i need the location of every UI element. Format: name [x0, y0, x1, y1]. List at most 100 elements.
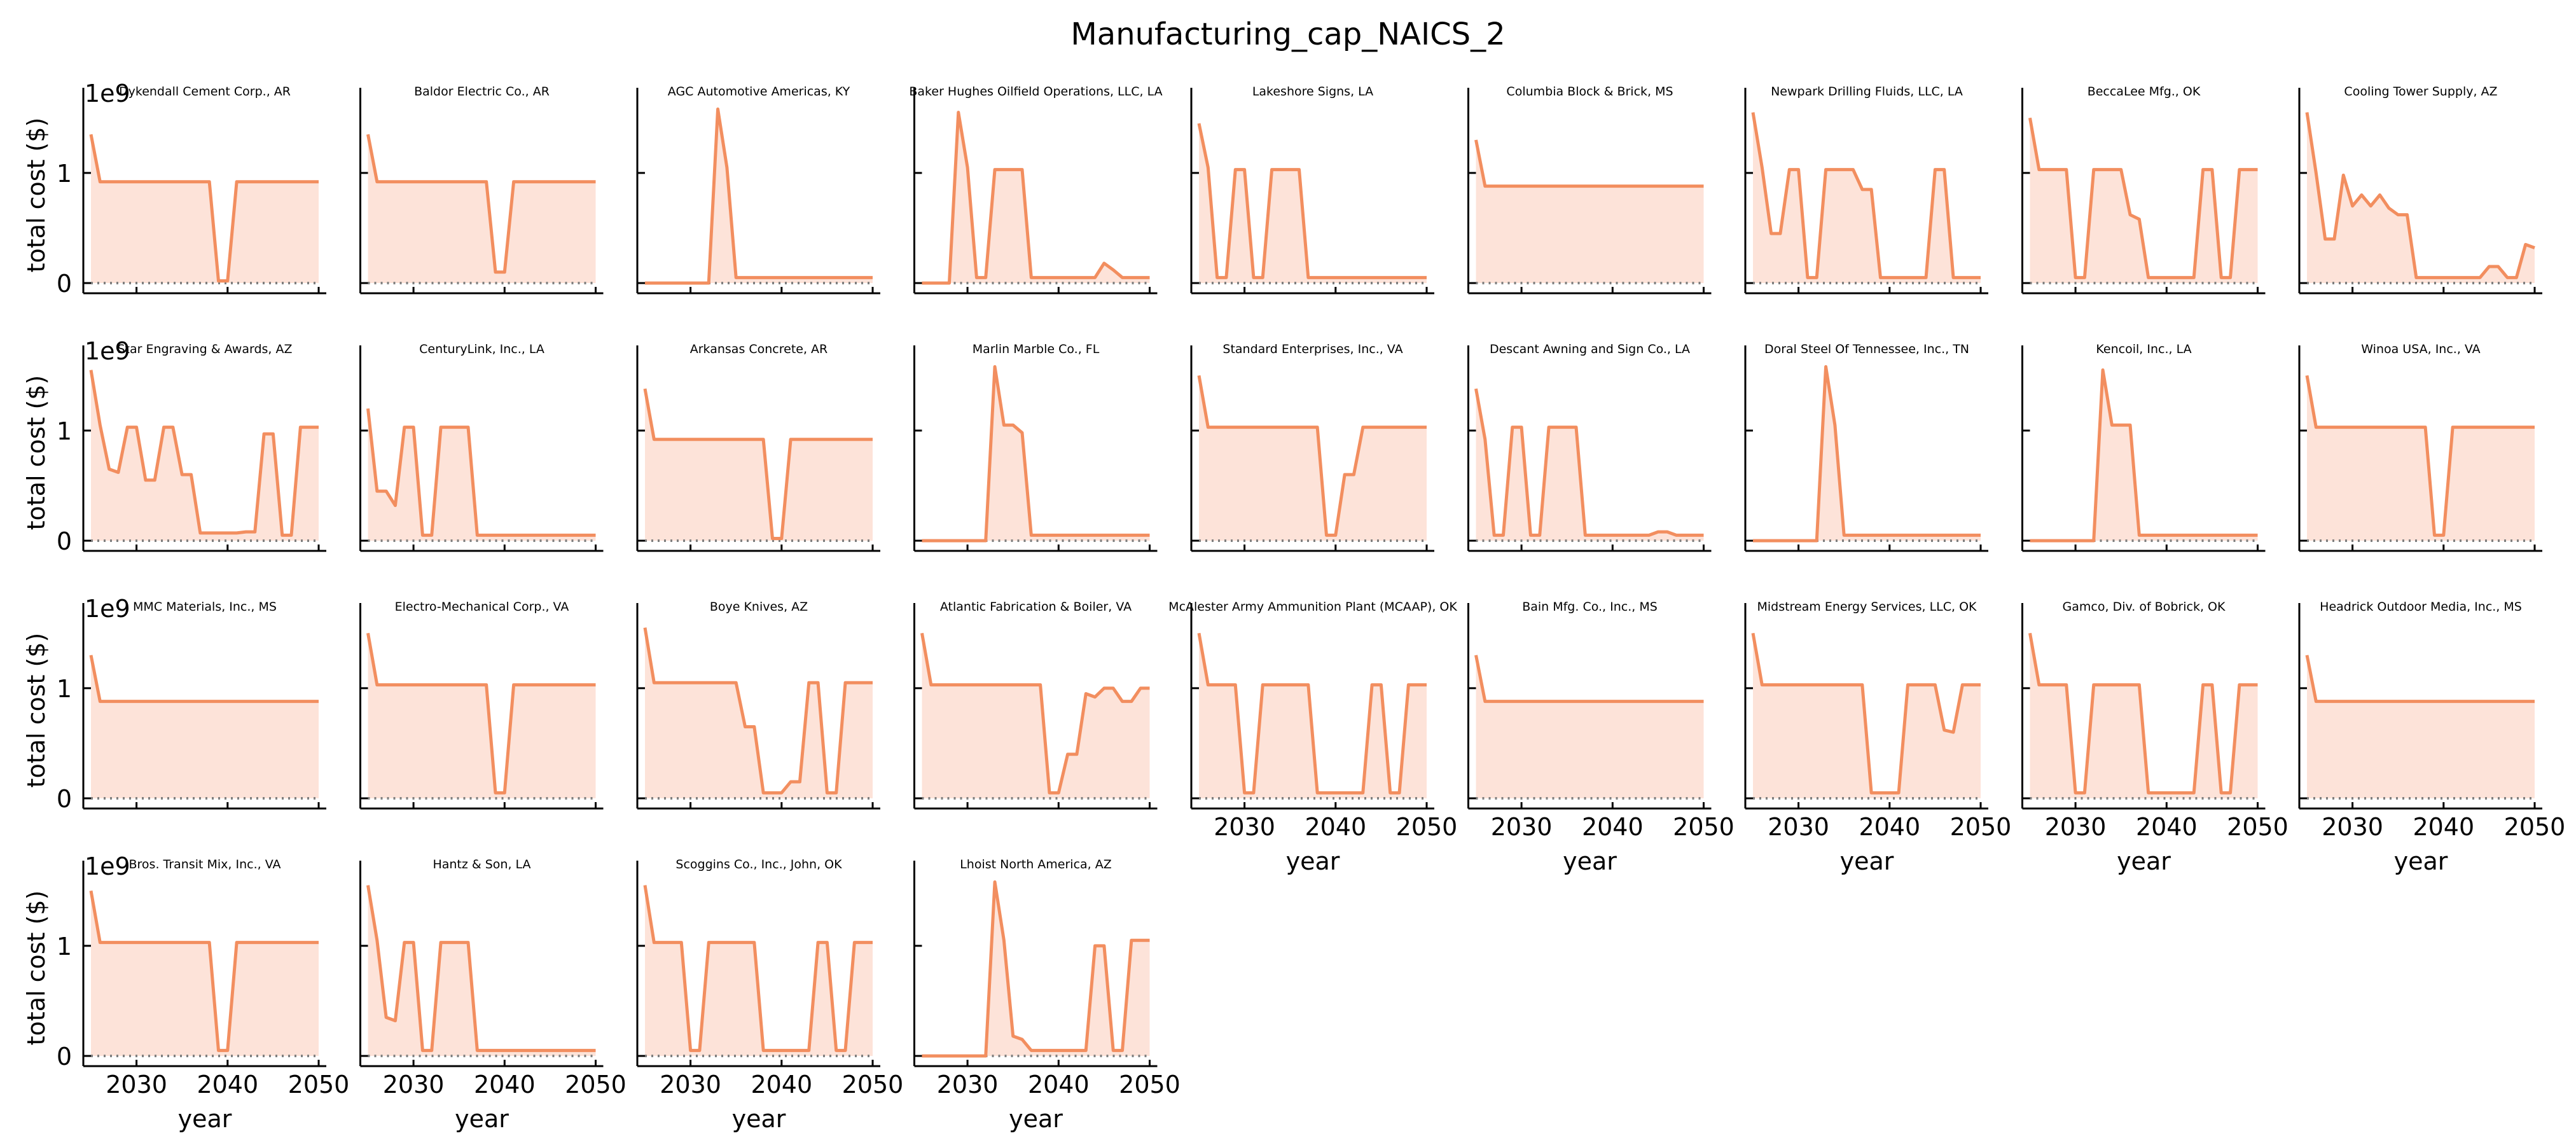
series-line	[645, 107, 873, 285]
subplot-title: Winoa USA, Inc., VA	[2361, 342, 2480, 356]
x-tick-label: 2050	[2227, 813, 2289, 841]
subplot-panel: Arkansas Concrete, AR	[636, 342, 880, 552]
subplot-title: Gamco, Div. of Bobrick, OK	[2063, 600, 2226, 614]
subplot-title: Scoggins Co., Inc., John, OK	[675, 857, 842, 871]
subplot-title: Marlin Marble Co., FL	[973, 342, 1100, 356]
area-fill	[1476, 655, 1704, 798]
subplot-title: Atlantic Fabrication & Boiler, VA	[940, 600, 1132, 614]
y-tick-label: 0	[57, 1043, 72, 1071]
x-tick-label: 2030	[2045, 813, 2107, 841]
series-line	[2028, 632, 2258, 795]
x-tick-label: 2030	[937, 1071, 999, 1099]
x-tick-label: 2050	[1396, 813, 1458, 841]
subplot-panel: Atlantic Fabrication & Boiler, VA	[913, 600, 1158, 810]
area-fill	[645, 627, 873, 798]
y-offset-text: 1e9	[85, 595, 130, 623]
series-line	[89, 134, 319, 283]
subplot-panel: Standard Enterprises, Inc., VA	[1190, 342, 1434, 552]
subplot-title: Doral Steel Of Tennessee, Inc., TN	[1764, 342, 1969, 356]
y-tick-label: 1	[57, 675, 72, 703]
series-line	[1474, 655, 1704, 704]
subplot-title: Descant Awning and Sign Co., LA	[1490, 342, 1690, 356]
x-tick-label: 2040	[2413, 813, 2474, 841]
area-fill	[2307, 112, 2535, 283]
area-fill	[922, 633, 1150, 798]
area-fill	[922, 366, 1150, 541]
area-fill	[2307, 375, 2535, 541]
x-axis-label: year	[1286, 847, 1340, 875]
x-tick-label: 2040	[2136, 813, 2198, 841]
series-line	[643, 627, 873, 795]
subplot-title: Lakeshore Signs, LA	[1252, 85, 1373, 99]
y-offset-text: 1e9	[85, 337, 130, 365]
subplot-title: Newpark Drilling Fluids, LLC, LA	[1771, 85, 1963, 99]
series-line	[643, 885, 873, 1052]
subplot-title: Headrick Outdoor Media, Inc., MS	[2320, 600, 2522, 614]
y-tick-label: 0	[57, 785, 72, 813]
series-line	[89, 890, 319, 1052]
subplot-title: Electro-Mechanical Corp., VA	[395, 600, 569, 614]
series-line	[922, 111, 1150, 285]
subplot-title: Arkansas Concrete, AR	[690, 342, 828, 356]
x-tick-label: 2050	[1673, 813, 1735, 841]
subplot-title: Dykendall Cement Corp., AR	[119, 85, 291, 99]
subplot-title: Lhoist North America, AZ	[960, 857, 1112, 871]
series-line	[2028, 117, 2258, 279]
area-fill	[1199, 123, 1427, 283]
x-tick-label: 2050	[565, 1071, 627, 1099]
series-line	[1753, 364, 1981, 543]
subplot-panel: Hantz & Son, LA 2030 2040 2050 year	[359, 857, 627, 1133]
series-line	[1197, 632, 1427, 795]
subplot-title: Standard Enterprises, Inc., VA	[1222, 342, 1402, 356]
series-line	[89, 655, 319, 704]
x-tick-label: 2030	[2322, 813, 2383, 841]
subplot-title: Kencoil, Inc., LA	[2096, 342, 2191, 356]
subplot-panel: Headrick Outdoor Media, Inc., MS 2030 2040…	[2298, 600, 2565, 875]
subplot-title: AGC Automotive Americas, KY	[668, 85, 850, 99]
x-tick-label: 2040	[1582, 813, 1644, 841]
subplot-title: Baldor Electric Co., AR	[414, 85, 550, 99]
subplot-title: Columbia Block & Brick, MS	[1506, 85, 1673, 99]
series-line	[920, 632, 1150, 795]
area-fill	[645, 109, 873, 283]
area-fill	[2030, 370, 2258, 541]
subplot-panel: Bain Mfg. Co., Inc., MS 2030 2040 2050 year	[1467, 600, 1735, 875]
x-tick-label: 2040	[1305, 813, 1366, 841]
y-tick-label: 0	[57, 527, 72, 555]
y-axis-label: total cost ($)	[22, 891, 50, 1046]
y-axis-label: total cost ($)	[22, 633, 50, 788]
x-axis-label: year	[1009, 1105, 1063, 1133]
y-tick-label: 1	[57, 417, 72, 445]
figure-title: Manufacturing_cap_NAICS_2	[1070, 17, 1505, 52]
x-tick-label: 2030	[383, 1071, 445, 1099]
x-tick-label: 2050	[288, 1071, 350, 1099]
series-line	[1197, 123, 1427, 279]
y-axis-label: total cost ($)	[22, 118, 50, 273]
subplot-title: McAlester Army Ammunition Plant (MCAAP),…	[1168, 600, 1457, 614]
area-fill	[2307, 655, 2535, 798]
subplot-panel: Marlin Marble Co., FL	[913, 342, 1158, 552]
series-line	[366, 632, 596, 795]
x-tick-label: 2030	[1214, 813, 1275, 841]
subplot-panel: Lakeshore Signs, LA	[1190, 85, 1434, 295]
subplot-panel: CenturyLink, Inc., LA	[359, 342, 604, 552]
x-tick-label: 2040	[474, 1071, 536, 1099]
area-fill	[1753, 112, 1981, 283]
area-fill	[1753, 366, 1981, 541]
subplot-panel: BeccaLee Mfg., OK	[2021, 85, 2266, 295]
subplot-title: MMC Materials, Inc., MS	[133, 600, 277, 614]
subplot-panel: Baldor Electric Co., AR	[359, 85, 604, 295]
subplot-panel: Electro-Mechanical Corp., VA	[359, 600, 604, 810]
subplot-panel: Newpark Drilling Fluids, LLC, LA	[1744, 85, 1988, 295]
x-axis-label: year	[1563, 847, 1617, 875]
x-axis-label: year	[2394, 847, 2448, 875]
series-line	[1751, 112, 1981, 279]
series-line	[922, 364, 1150, 543]
area-fill	[91, 134, 319, 283]
y-tick-label: 1	[57, 160, 72, 188]
subplot-title: BeccaLee Mfg., OK	[2088, 85, 2201, 99]
subplot-panel: Baker Hughes Oilfield Operations, LLC, L…	[909, 85, 1163, 295]
y-tick-label: 1	[57, 933, 72, 961]
